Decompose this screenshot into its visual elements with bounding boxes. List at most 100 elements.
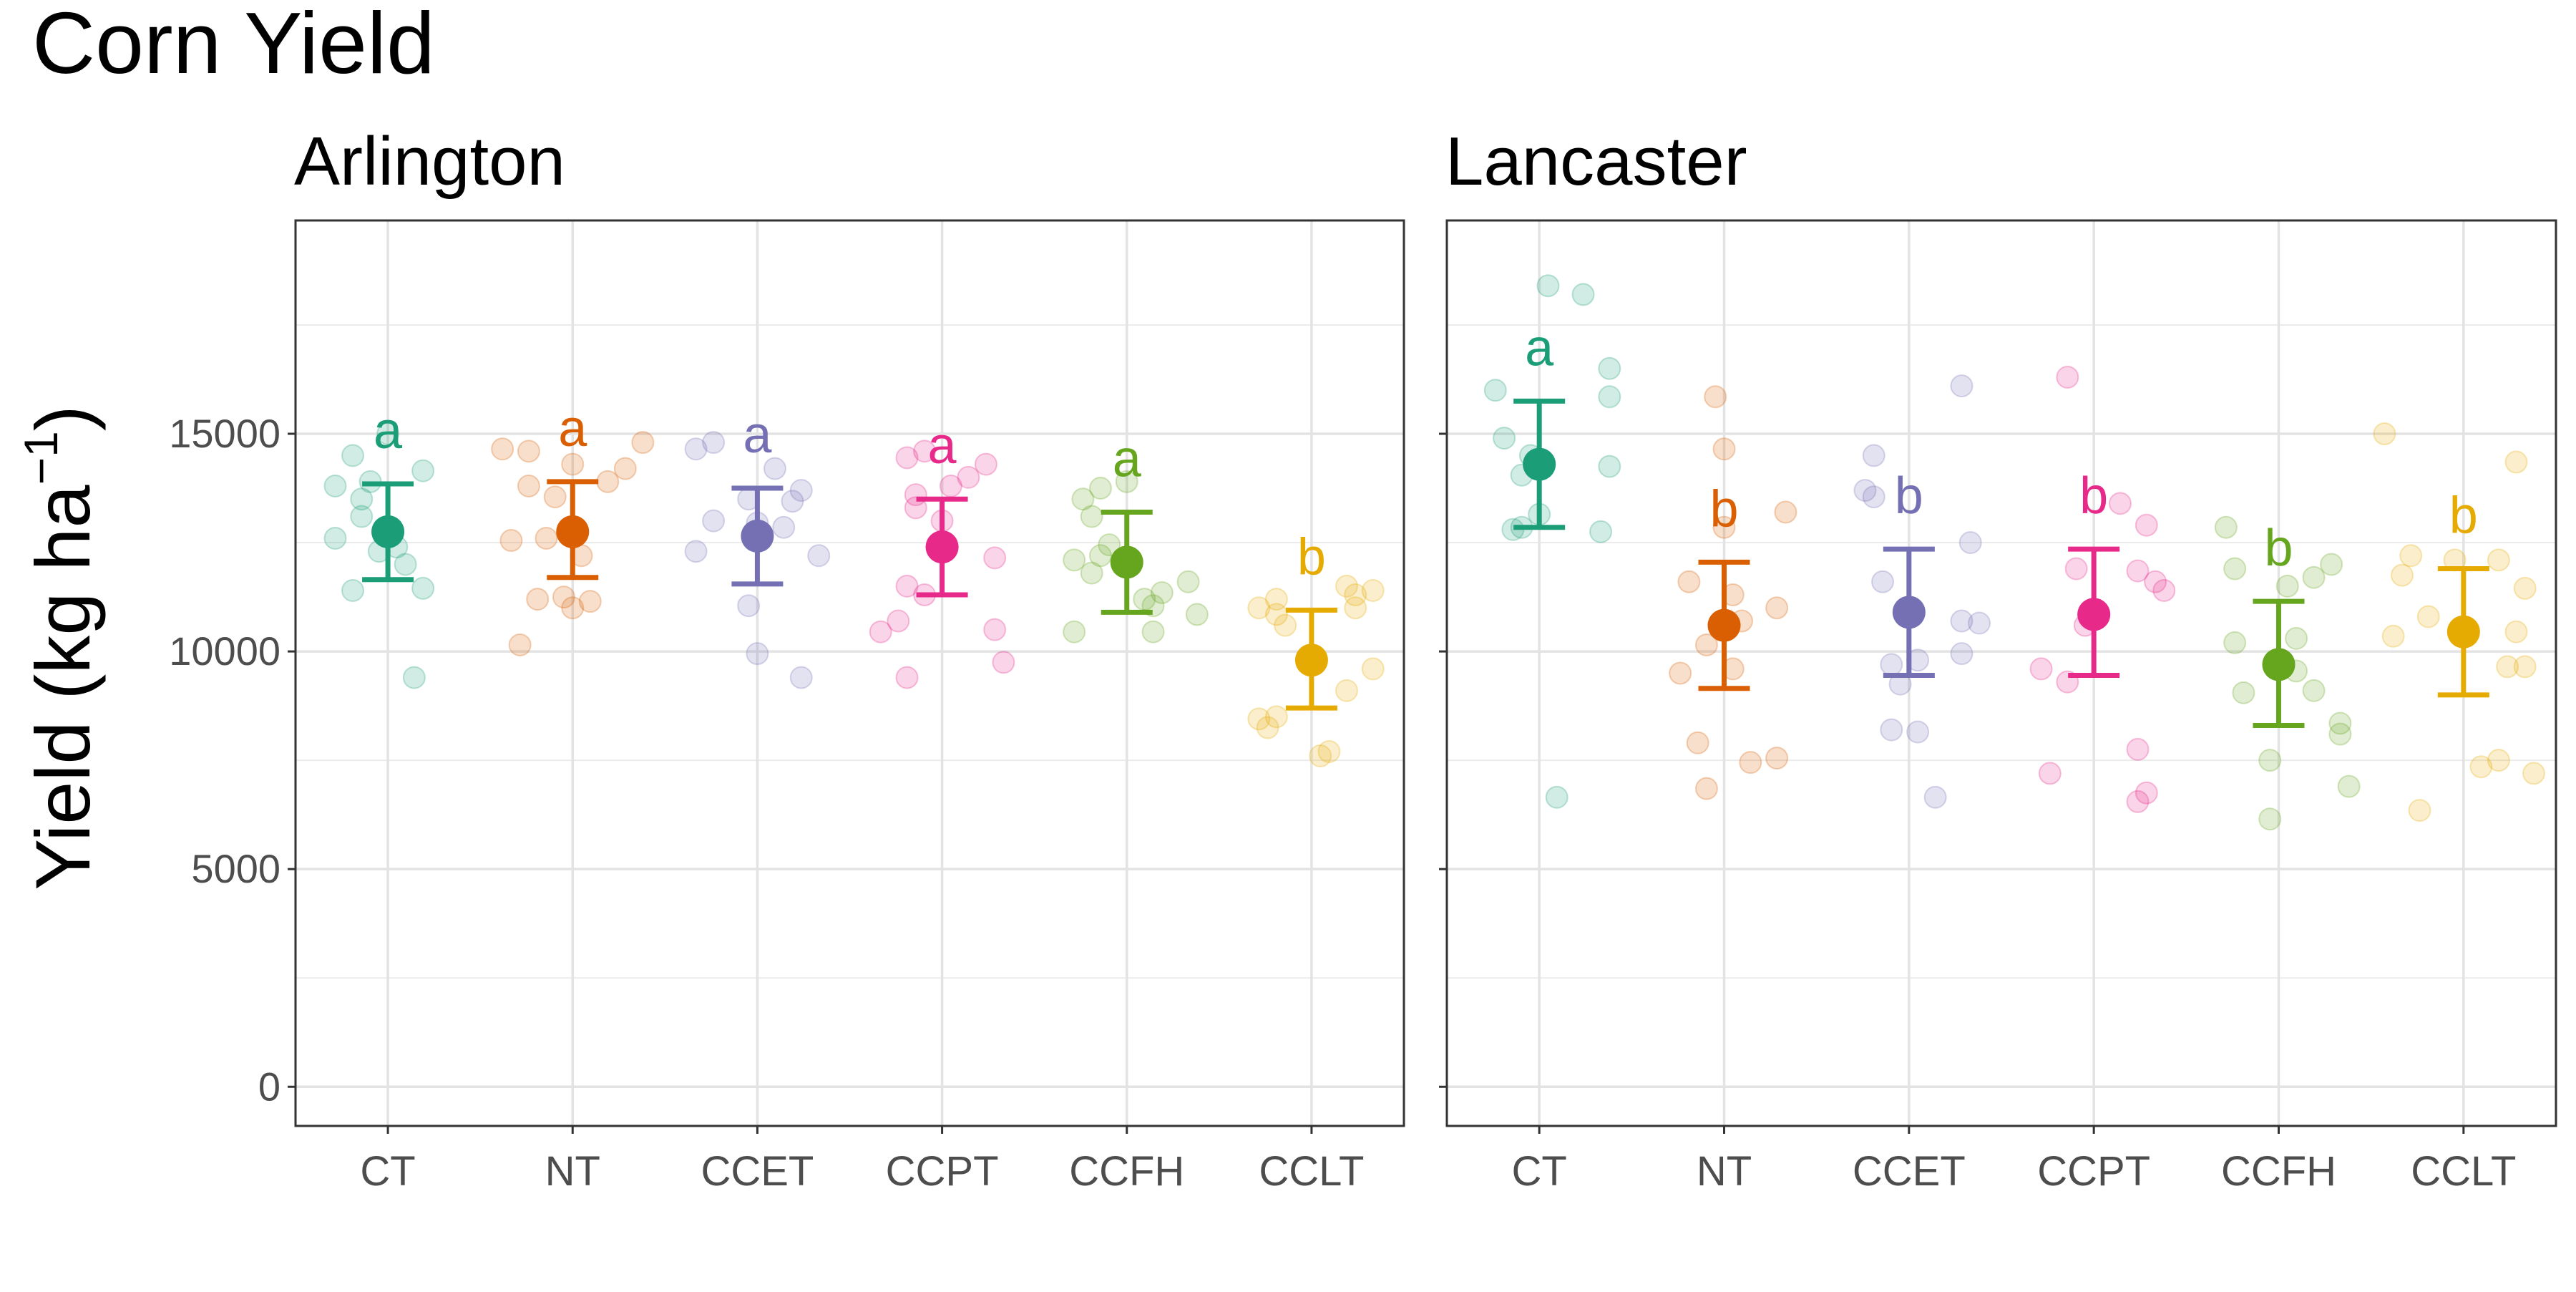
raw-point-nt	[526, 588, 550, 611]
raw-point-ccpt	[2126, 559, 2150, 583]
raw-point-ccet	[807, 544, 831, 568]
raw-point-ct	[341, 444, 365, 467]
mean-point-nt	[556, 515, 590, 548]
raw-point-cclt	[2487, 548, 2510, 572]
raw-point-cclt	[2381, 624, 2405, 648]
raw-point-ct	[394, 553, 417, 576]
raw-point-ccpt	[983, 618, 1007, 641]
raw-point-ccfh	[1063, 620, 1086, 643]
raw-point-ct	[411, 459, 435, 482]
raw-point-ccet	[781, 490, 804, 513]
significance-letter: a	[1525, 319, 1554, 377]
raw-point-ccfh	[1150, 581, 1174, 604]
raw-point-ct	[350, 505, 374, 528]
mean-point-ccet	[741, 519, 774, 553]
raw-point-nt	[1712, 437, 1736, 461]
significance-letter: a	[558, 400, 587, 457]
raw-point-nt	[1712, 515, 1736, 539]
raw-point-ccfh	[2328, 722, 2352, 746]
raw-point-nt	[1739, 751, 1762, 774]
raw-point-ct	[1536, 274, 1560, 298]
raw-point-nt	[517, 439, 540, 463]
panel-background	[296, 220, 1404, 1126]
raw-point-nt	[1677, 570, 1701, 593]
raw-point-ccfh	[1088, 544, 1112, 568]
raw-point-ccfh	[2223, 631, 2247, 654]
raw-point-nt	[517, 474, 540, 497]
raw-point-nt	[596, 470, 620, 493]
raw-point-ccpt	[957, 465, 980, 489]
raw-point-ccet	[763, 457, 786, 480]
raw-point-ccet	[746, 642, 769, 666]
y-axis-title-close: )	[19, 405, 106, 431]
significance-letter: b	[1895, 467, 1923, 525]
panel-background	[1447, 220, 2556, 1126]
raw-point-cclt	[2390, 563, 2414, 587]
x-tick-label: CT	[360, 1148, 415, 1195]
raw-point-nt	[1694, 777, 1718, 800]
mean-point-ccfh	[1110, 545, 1143, 579]
raw-point-ccfh	[1080, 561, 1103, 585]
raw-point-ccfh	[2337, 774, 2361, 798]
raw-point-ccfh	[1088, 477, 1112, 500]
raw-point-ccet	[684, 540, 708, 563]
significance-letter: a	[928, 417, 957, 475]
raw-point-nt	[543, 485, 567, 509]
raw-point-ccfh	[1080, 505, 1103, 528]
raw-point-cclt	[2408, 799, 2431, 822]
y-tick-label: 0	[258, 1064, 280, 1109]
raw-point-ccet	[1906, 720, 1930, 744]
panel-border	[294, 219, 1405, 1127]
raw-point-nt	[491, 437, 514, 461]
raw-point-nt	[1686, 731, 1709, 754]
significance-letter: b	[1297, 528, 1326, 586]
chart-title: Corn Yield	[32, 0, 435, 92]
raw-point-cclt	[1344, 583, 1367, 607]
raw-point-nt	[1765, 596, 1789, 620]
x-tick-label: NT	[1697, 1148, 1752, 1195]
raw-point-cclt	[1264, 588, 1288, 611]
raw-point-ct	[1598, 356, 1621, 380]
raw-point-ct	[323, 474, 347, 497]
raw-point-ccet	[1968, 611, 1991, 635]
raw-point-ccpt	[2144, 570, 2167, 593]
raw-point-cclt	[1247, 596, 1271, 620]
raw-point-cclt	[2513, 655, 2537, 679]
raw-point-nt	[1704, 385, 1727, 409]
raw-point-ct	[350, 487, 374, 511]
mean-point-ct	[371, 515, 405, 548]
raw-point-ccet	[1880, 718, 1903, 742]
x-tick-label: CCPT	[886, 1148, 999, 1195]
raw-point-cclt	[1247, 707, 1271, 731]
raw-point-ccfh	[1176, 570, 1200, 593]
mean-point-ccpt	[925, 530, 959, 564]
raw-point-nt	[631, 431, 655, 455]
raw-point-ct	[1493, 427, 1516, 450]
raw-point-cclt	[1317, 739, 1341, 763]
raw-point-ccet	[1862, 444, 1885, 467]
raw-point-ccpt	[2108, 492, 2132, 515]
raw-point-cclt	[1274, 613, 1297, 637]
raw-point-ccet	[789, 479, 813, 502]
raw-point-ccfh	[2328, 711, 2352, 735]
raw-point-ccfh	[2258, 807, 2282, 831]
raw-point-cclt	[2399, 544, 2423, 568]
raw-point-nt	[1669, 661, 1692, 685]
raw-point-ccpt	[2135, 513, 2158, 537]
raw-point-ct	[376, 422, 400, 446]
x-tick-label: CCFH	[2221, 1148, 2336, 1195]
raw-point-cclt	[1264, 705, 1288, 729]
raw-point-ccfh	[2320, 553, 2343, 576]
raw-point-ccpt	[992, 651, 1015, 674]
panel-title-lancaster: Lancaster	[1445, 123, 1747, 200]
raw-point-cclt	[2416, 605, 2440, 628]
y-axis-title-superscript: −1	[14, 431, 67, 485]
raw-point-ccfh	[2285, 626, 2308, 650]
raw-point-cclt	[1256, 716, 1279, 739]
mean-point-nt	[1707, 608, 1741, 642]
raw-point-ct	[1598, 385, 1621, 409]
raw-point-ccet	[1950, 642, 1974, 666]
raw-point-nt	[561, 596, 585, 620]
raw-point-cclt	[2373, 422, 2396, 446]
